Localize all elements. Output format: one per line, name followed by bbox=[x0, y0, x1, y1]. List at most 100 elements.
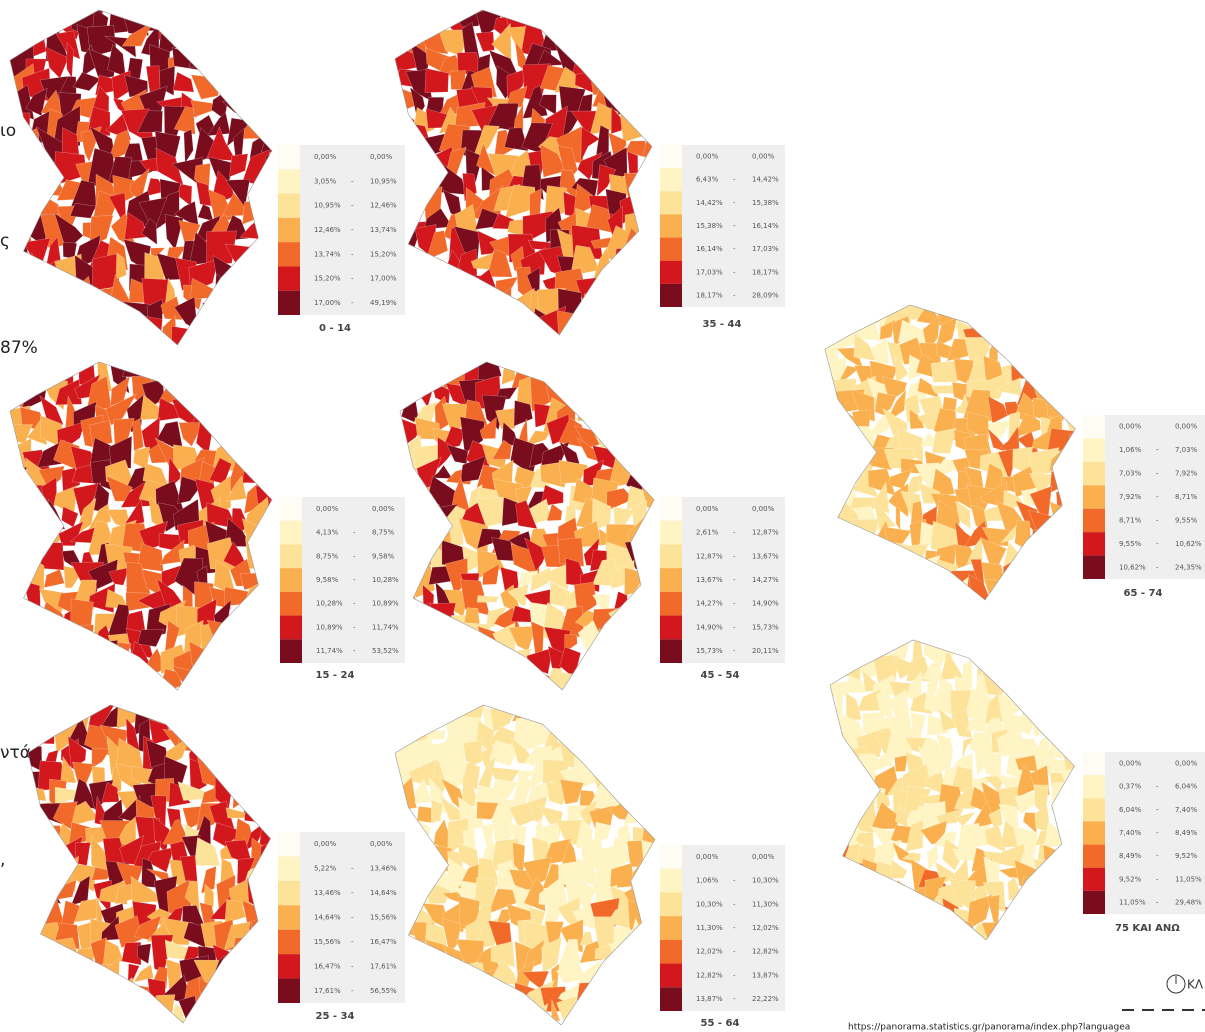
map-region bbox=[10, 10, 33, 39]
legend-text: 9,58% bbox=[316, 576, 339, 584]
map-region bbox=[987, 395, 1009, 424]
map-region bbox=[525, 666, 554, 690]
map-region bbox=[633, 398, 655, 432]
map-region bbox=[222, 362, 256, 391]
map-region bbox=[192, 720, 215, 751]
map-region bbox=[216, 302, 228, 325]
map-region bbox=[596, 164, 617, 197]
map-region bbox=[586, 309, 613, 335]
map-region bbox=[43, 825, 64, 850]
map-region bbox=[265, 88, 272, 121]
map-region bbox=[825, 476, 849, 493]
map-region bbox=[578, 26, 596, 63]
map-region bbox=[983, 640, 1008, 669]
legend-swatch bbox=[660, 168, 682, 192]
map-region bbox=[206, 321, 229, 345]
legend-swatch bbox=[278, 145, 300, 170]
map-region bbox=[10, 153, 35, 186]
map-region bbox=[72, 71, 101, 92]
map-region bbox=[1044, 556, 1069, 582]
map-region bbox=[494, 665, 520, 690]
legend-swatch bbox=[660, 916, 682, 940]
legend-text: 13,87% bbox=[696, 995, 723, 1003]
map-region bbox=[208, 399, 238, 433]
map-region bbox=[1031, 680, 1060, 694]
legend-text: 14,42% bbox=[696, 199, 723, 207]
map-region bbox=[1031, 901, 1058, 922]
legend-text: 29,48% bbox=[1175, 898, 1202, 906]
map-region bbox=[138, 314, 163, 345]
legend-swatch bbox=[278, 978, 300, 1003]
map-region bbox=[828, 522, 844, 548]
map-region bbox=[228, 10, 255, 28]
map-region bbox=[86, 640, 119, 677]
map-region bbox=[183, 129, 194, 164]
legend-swatch bbox=[660, 145, 682, 169]
legend-text: 3,05% bbox=[314, 177, 337, 185]
legend-text: 11,74% bbox=[316, 647, 343, 655]
map-region bbox=[1015, 644, 1039, 659]
legend-text: 10,28% bbox=[316, 600, 343, 608]
map-region bbox=[1065, 537, 1076, 571]
map-border bbox=[829, 639, 1075, 941]
map-region bbox=[14, 662, 32, 690]
map-region bbox=[830, 762, 853, 791]
map-region bbox=[227, 620, 256, 650]
map-region bbox=[72, 660, 96, 690]
legend-text: - bbox=[733, 199, 736, 207]
map-region bbox=[66, 662, 84, 690]
map-region bbox=[28, 965, 52, 982]
map-region bbox=[854, 882, 879, 912]
map-region bbox=[493, 286, 512, 324]
map-region bbox=[78, 305, 92, 334]
legend-text: 49,19% bbox=[370, 299, 397, 307]
legend-text: 13,74% bbox=[314, 250, 341, 258]
map-region bbox=[196, 362, 214, 389]
legend-text: 1,06% bbox=[1119, 446, 1142, 454]
map-region bbox=[435, 673, 450, 690]
map-region bbox=[249, 917, 262, 947]
map-region bbox=[1050, 781, 1072, 817]
legend-text: 17,03% bbox=[696, 268, 723, 276]
legend-swatch bbox=[660, 591, 682, 616]
map-region bbox=[425, 230, 449, 261]
map-region bbox=[422, 999, 455, 1025]
legend-text: - bbox=[351, 914, 354, 922]
legend-swatch bbox=[660, 237, 682, 261]
legend-text: 12,46% bbox=[370, 202, 397, 210]
map-region bbox=[650, 777, 655, 812]
map-region bbox=[396, 318, 416, 335]
legend-text: 28,09% bbox=[752, 291, 779, 299]
map-region bbox=[898, 579, 928, 600]
map-region bbox=[28, 830, 52, 843]
map-region bbox=[638, 589, 655, 620]
map-region bbox=[594, 10, 620, 38]
map-region bbox=[160, 296, 183, 321]
map-region bbox=[644, 117, 652, 139]
map-region bbox=[825, 576, 840, 600]
map-region bbox=[825, 305, 842, 331]
legend-text: 12,02% bbox=[752, 924, 779, 932]
map-region bbox=[132, 418, 144, 452]
legend-text: 18,17% bbox=[696, 291, 723, 299]
map-region bbox=[261, 442, 272, 471]
map-region bbox=[425, 976, 453, 1008]
map-region bbox=[91, 748, 111, 769]
map-region bbox=[642, 418, 655, 455]
map-region bbox=[208, 996, 239, 1023]
map-region bbox=[38, 982, 59, 1011]
map-region bbox=[577, 744, 606, 761]
map-region bbox=[230, 326, 253, 345]
map-region bbox=[574, 10, 597, 40]
map-region bbox=[615, 718, 639, 756]
legend-text: 24,35% bbox=[1175, 563, 1202, 571]
map-region bbox=[624, 725, 655, 753]
map-region bbox=[262, 705, 271, 733]
legend-text: - bbox=[353, 576, 356, 584]
map-region bbox=[494, 276, 519, 306]
map-region bbox=[588, 976, 614, 1004]
map-region bbox=[576, 652, 603, 673]
map-region bbox=[395, 13, 420, 37]
map-region bbox=[641, 716, 655, 755]
legend-swatch bbox=[278, 880, 300, 906]
